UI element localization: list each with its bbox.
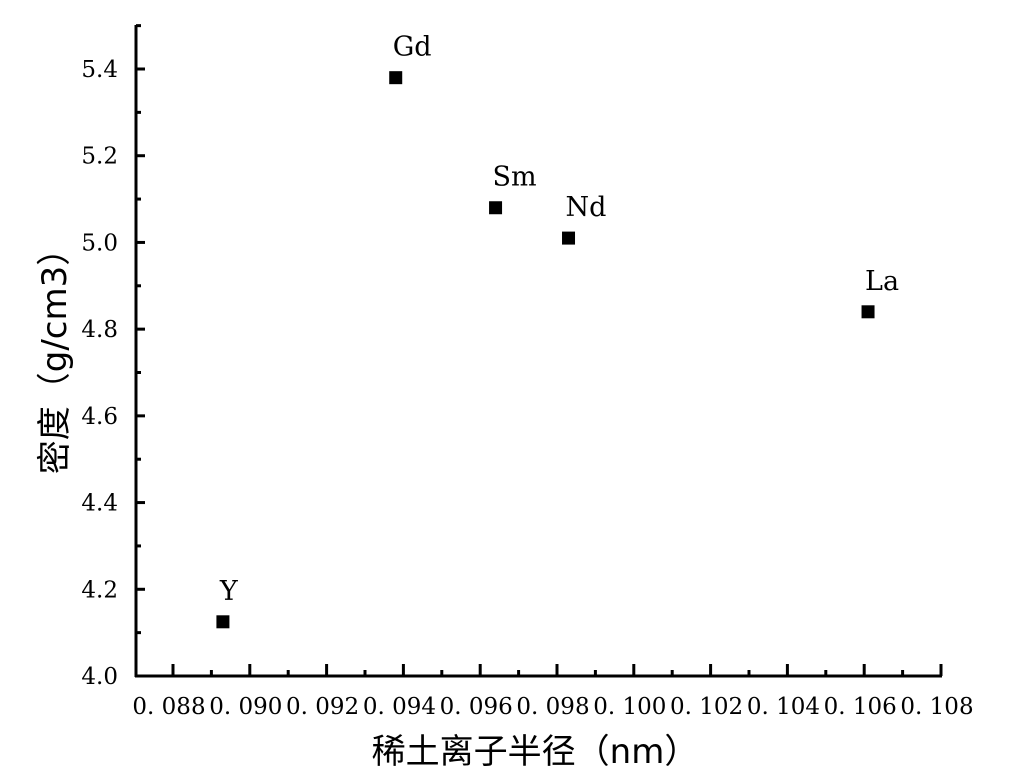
x-tick-label: 0. 090 <box>209 694 282 720</box>
y-tick-label: 5.0 <box>81 230 118 256</box>
data-point-la <box>861 305 875 319</box>
x-tick-label: 0. 092 <box>286 694 359 720</box>
point-label-sm: Sm <box>493 162 537 193</box>
y-tick-label: 5.2 <box>81 144 118 170</box>
x-tick-label: 0. 106 <box>824 694 897 720</box>
point-label-gd: Gd <box>393 32 432 63</box>
data-point-y <box>216 615 230 629</box>
point-label-la: La <box>865 266 899 297</box>
x-tick-label: 0. 104 <box>747 694 820 720</box>
y-tick-label: 4.4 <box>81 491 118 517</box>
y-axis-title: 密度（g/cm3） <box>35 232 75 474</box>
x-tick-label: 0. 088 <box>132 694 205 720</box>
y-axis-ticks: 4.0 4.2 4.4 4.6 4.8 5.0 5.2 5.4 <box>81 24 145 690</box>
x-tick-label: 0. 100 <box>593 694 666 720</box>
point-label-nd: Nd <box>566 192 607 223</box>
y-tick-label: 4.2 <box>81 577 118 603</box>
y-tick-label: 4.8 <box>81 317 118 343</box>
data-point-sm <box>489 201 503 215</box>
x-tick-label: 0. 108 <box>900 694 973 720</box>
data-point-gd <box>389 71 403 85</box>
x-tick-label: 0. 096 <box>440 694 513 720</box>
y-tick-label: 5.4 <box>81 57 118 83</box>
point-label-y: Y <box>219 576 239 607</box>
x-axis-ticks: 0. 088 0. 090 0. 092 0. 094 0. 096 0. 098 0. 1… <box>132 664 974 720</box>
x-tick-label: 0. 102 <box>670 694 743 720</box>
data-points: Y Gd Sm Nd La <box>216 32 899 629</box>
data-point-nd <box>562 231 576 245</box>
y-tick-label: 4.0 <box>81 664 118 690</box>
x-axis-title: 稀土离子半径（nm） <box>372 732 699 772</box>
y-tick-label: 4.6 <box>81 404 118 430</box>
x-tick-label: 0. 098 <box>516 694 589 720</box>
x-tick-label: 0. 094 <box>363 694 436 720</box>
